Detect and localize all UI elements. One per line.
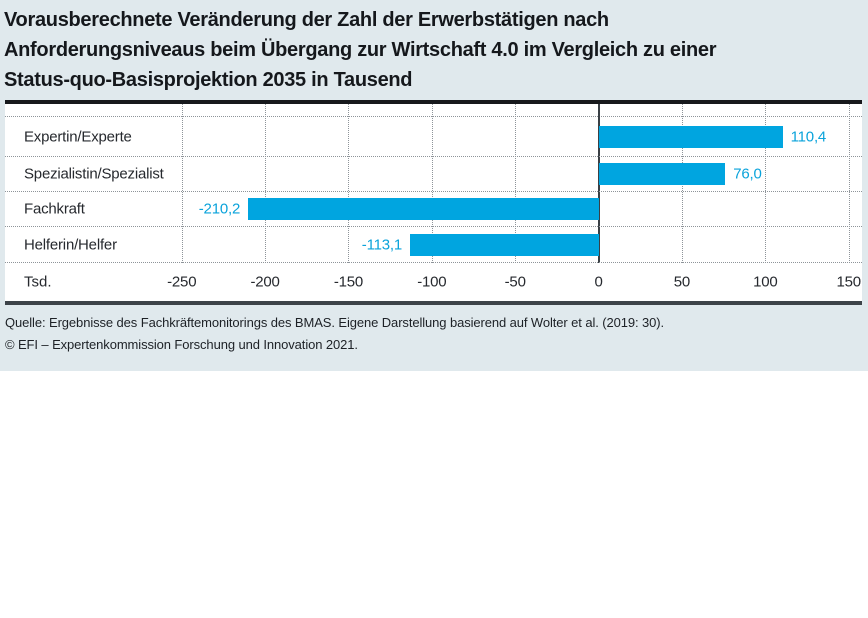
x-axis: Tsd. -250 -200 -150 -100 -50 0 50 100 150 (5, 263, 862, 301)
figure-panel: Vorausberechnete Veränderung der Zahl de… (0, 0, 868, 371)
category-label: Helferin/Helfer (24, 236, 117, 253)
chart-row: Expertin/Experte 110,4 (5, 117, 862, 157)
chart-title: Vorausberechnete Veränderung der Zahl de… (4, 9, 717, 91)
source-line: Quelle: Ergebnisse des Fachkräftemonitor… (5, 315, 665, 330)
value-label: -113,1 (361, 236, 402, 253)
chart-row: Helferin/Helfer -113,1 (5, 227, 862, 263)
source-note: Quelle: Ergebnisse des Fachkräftemonitor… (5, 312, 664, 356)
x-tick-label: -100 (417, 273, 447, 291)
x-tick-label: 150 (836, 273, 861, 291)
category-label: Fachkraft (24, 200, 85, 218)
bar (598, 125, 783, 148)
x-tick-label: -250 (167, 273, 197, 291)
category-label: Spezialistin/Spezialist (24, 165, 164, 183)
x-tick-label: -150 (333, 273, 364, 291)
bar (598, 163, 726, 185)
x-tick-label: 50 (673, 273, 691, 291)
bar (248, 198, 599, 220)
x-tick-label: 100 (753, 273, 778, 291)
x-tick-label: 0 (594, 273, 603, 291)
chart-top-padding-row (5, 104, 862, 117)
chart-row: Fachkraft -210,2 (5, 192, 862, 227)
category-label: Expertin/Experte (24, 128, 132, 145)
bar-chart: Expertin/Experte 110,4 Spezialistin/Spezia… (5, 100, 862, 305)
chart-row: Spezialistin/Spezialist 76,0 (5, 157, 862, 192)
axis-unit-label: Tsd. (24, 273, 52, 291)
x-tick-label: -200 (250, 273, 280, 291)
bar (409, 233, 599, 256)
chart-rows: Expertin/Experte 110,4 Spezialistin/Spezia… (5, 117, 862, 263)
value-label: -210,2 (198, 200, 241, 218)
value-label: 76,0 (733, 165, 762, 183)
value-label: 110,4 (790, 128, 827, 145)
copyright-line: © EFI – Expertenkommission Forschung und… (5, 337, 358, 352)
x-tick-label: -50 (504, 273, 526, 291)
